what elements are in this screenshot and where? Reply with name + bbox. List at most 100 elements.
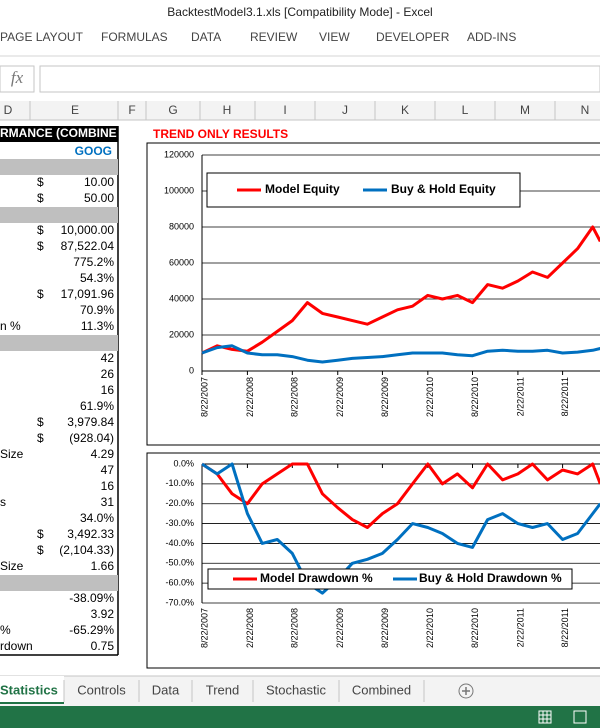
currency-symbol: $ [37,431,44,445]
series-line [201,225,600,355]
column-header[interactable]: I [283,103,286,117]
column-header[interactable]: K [401,103,409,117]
row-label: Size [0,559,24,573]
cell-value: 3,492.33 [67,527,114,541]
cell-value: 3,979.84 [67,415,114,429]
new-sheet-button[interactable] [458,683,474,699]
chart: 0.0% -10.0% -20.0% -30.0% -40.0% -50.0% -60.0%… [146,452,600,669]
legend-box [207,568,573,590]
page-layout-icon[interactable] [573,710,587,724]
column-header[interactable]: L [462,103,469,117]
ribbon-tab[interactable]: PAGE LAYOUT [0,30,84,44]
cell-value: 11.3% [81,319,114,333]
status-bar [0,706,600,728]
sheet-tab[interactable]: Data [152,682,180,697]
currency-symbol: $ [37,415,44,429]
y-tick-label: -60.0% [165,578,194,588]
sheet-tab[interactable]: Combined [352,682,411,697]
currency-symbol: $ [37,527,44,541]
chart-frame [146,452,600,669]
x-tick-label: 8/22/2008 [290,377,300,417]
normal-view-icon[interactable] [538,710,552,724]
cell-value: 10,000.00 [61,223,115,237]
column-header[interactable]: M [520,103,530,117]
x-tick-label: 2/22/2009 [335,377,345,417]
currency-symbol: $ [37,175,44,189]
legend-label: Model Equity [265,182,340,196]
ribbon-tab[interactable]: ADD-INS [467,30,516,44]
ribbon-tab[interactable]: FORMULAS [101,30,168,44]
cell-value: 10.00 [84,175,114,189]
column-header-row [0,101,600,120]
cell-value: (928.04) [69,431,114,445]
chart-section-title: TREND ONLY RESULTS [153,127,288,141]
x-tick-label: 2/22/2008 [245,377,255,417]
column-header[interactable]: E [71,103,79,117]
column-header[interactable]: D [4,103,13,117]
cell-value: 0.75 [91,639,115,653]
legend-label: Model Drawdown % [260,571,373,585]
y-tick-label: 100000 [164,185,194,195]
cell-value: 61.9% [80,399,114,413]
cell-value: 1.66 [91,559,115,573]
cell-value: 17,091.96 [61,287,115,301]
y-tick-label: 0 [189,365,194,375]
column-header[interactable]: H [223,103,232,117]
sheet-tab[interactable]: Statistics [0,682,58,697]
cell-value: -65.29% [69,623,114,637]
ribbon-tab[interactable]: DEVELOPER [376,30,450,44]
x-tick-label: 2/22/2011 [515,377,525,416]
row-label: s [0,495,6,509]
cell-value: 775.2% [73,255,114,269]
y-tick-label: 60000 [169,257,194,267]
cell-value: 47 [101,463,115,477]
x-tick-label: 8/22/2008 [290,608,300,648]
column-header[interactable]: N [581,103,590,117]
currency-symbol: $ [37,239,44,253]
row-label: rdown [0,639,33,653]
y-tick-label: -30.0% [165,518,194,528]
row-label: Size [0,447,24,461]
legend-label: Buy & Hold Drawdown % [419,571,562,585]
fx-icon[interactable]: fx [11,68,24,87]
cell-value: 16 [101,383,115,397]
y-tick-label: 0.0% [173,458,194,468]
x-tick-label: 8/22/2010 [470,377,480,417]
ribbon-tab[interactable]: REVIEW [250,30,298,44]
section-band [0,159,118,175]
column-header[interactable]: G [168,103,177,117]
cell-value: 42 [101,351,115,365]
cell-value: 31 [101,495,115,509]
ribbon-tab[interactable]: VIEW [319,30,350,44]
sheet-tab[interactable]: Controls [77,682,126,697]
x-tick-label: 2/22/2011 [515,608,525,647]
table-header: RMANCE (COMBINE [0,126,117,140]
fx-box[interactable] [0,65,35,93]
table-header-bg [0,126,118,142]
sheet-tab-bar [0,676,600,706]
sheet-tab[interactable]: Trend [206,682,239,697]
x-tick-label: 8/22/2007 [199,608,209,648]
sheet-tab[interactable]: Stochastic [266,682,326,697]
series-line [201,462,600,595]
window-title: BacktestModel3.1.xls [Compatibility Mode… [167,5,432,19]
ribbon-tab[interactable]: DATA [191,30,221,44]
y-tick-label: 40000 [169,293,194,303]
formula-input[interactable] [39,65,600,93]
y-tick-label: -10.0% [165,478,194,488]
y-tick-label: 20000 [169,329,194,339]
currency-symbol: $ [37,223,44,237]
chart: 0 20000 40000 60000 80000 100000 120000 8/22/20… [146,142,600,446]
cell-value: 16 [101,479,115,493]
x-tick-label: 8/22/2010 [470,608,480,648]
cell-value: 70.9% [80,303,114,317]
legend-label: Buy & Hold Equity [391,182,496,196]
cell-value: 26 [101,367,115,381]
section-band [0,335,118,351]
section-band [0,207,118,223]
column-header[interactable]: F [128,103,135,117]
ticker: GOOG [75,144,112,158]
column-header[interactable]: J [342,103,348,117]
